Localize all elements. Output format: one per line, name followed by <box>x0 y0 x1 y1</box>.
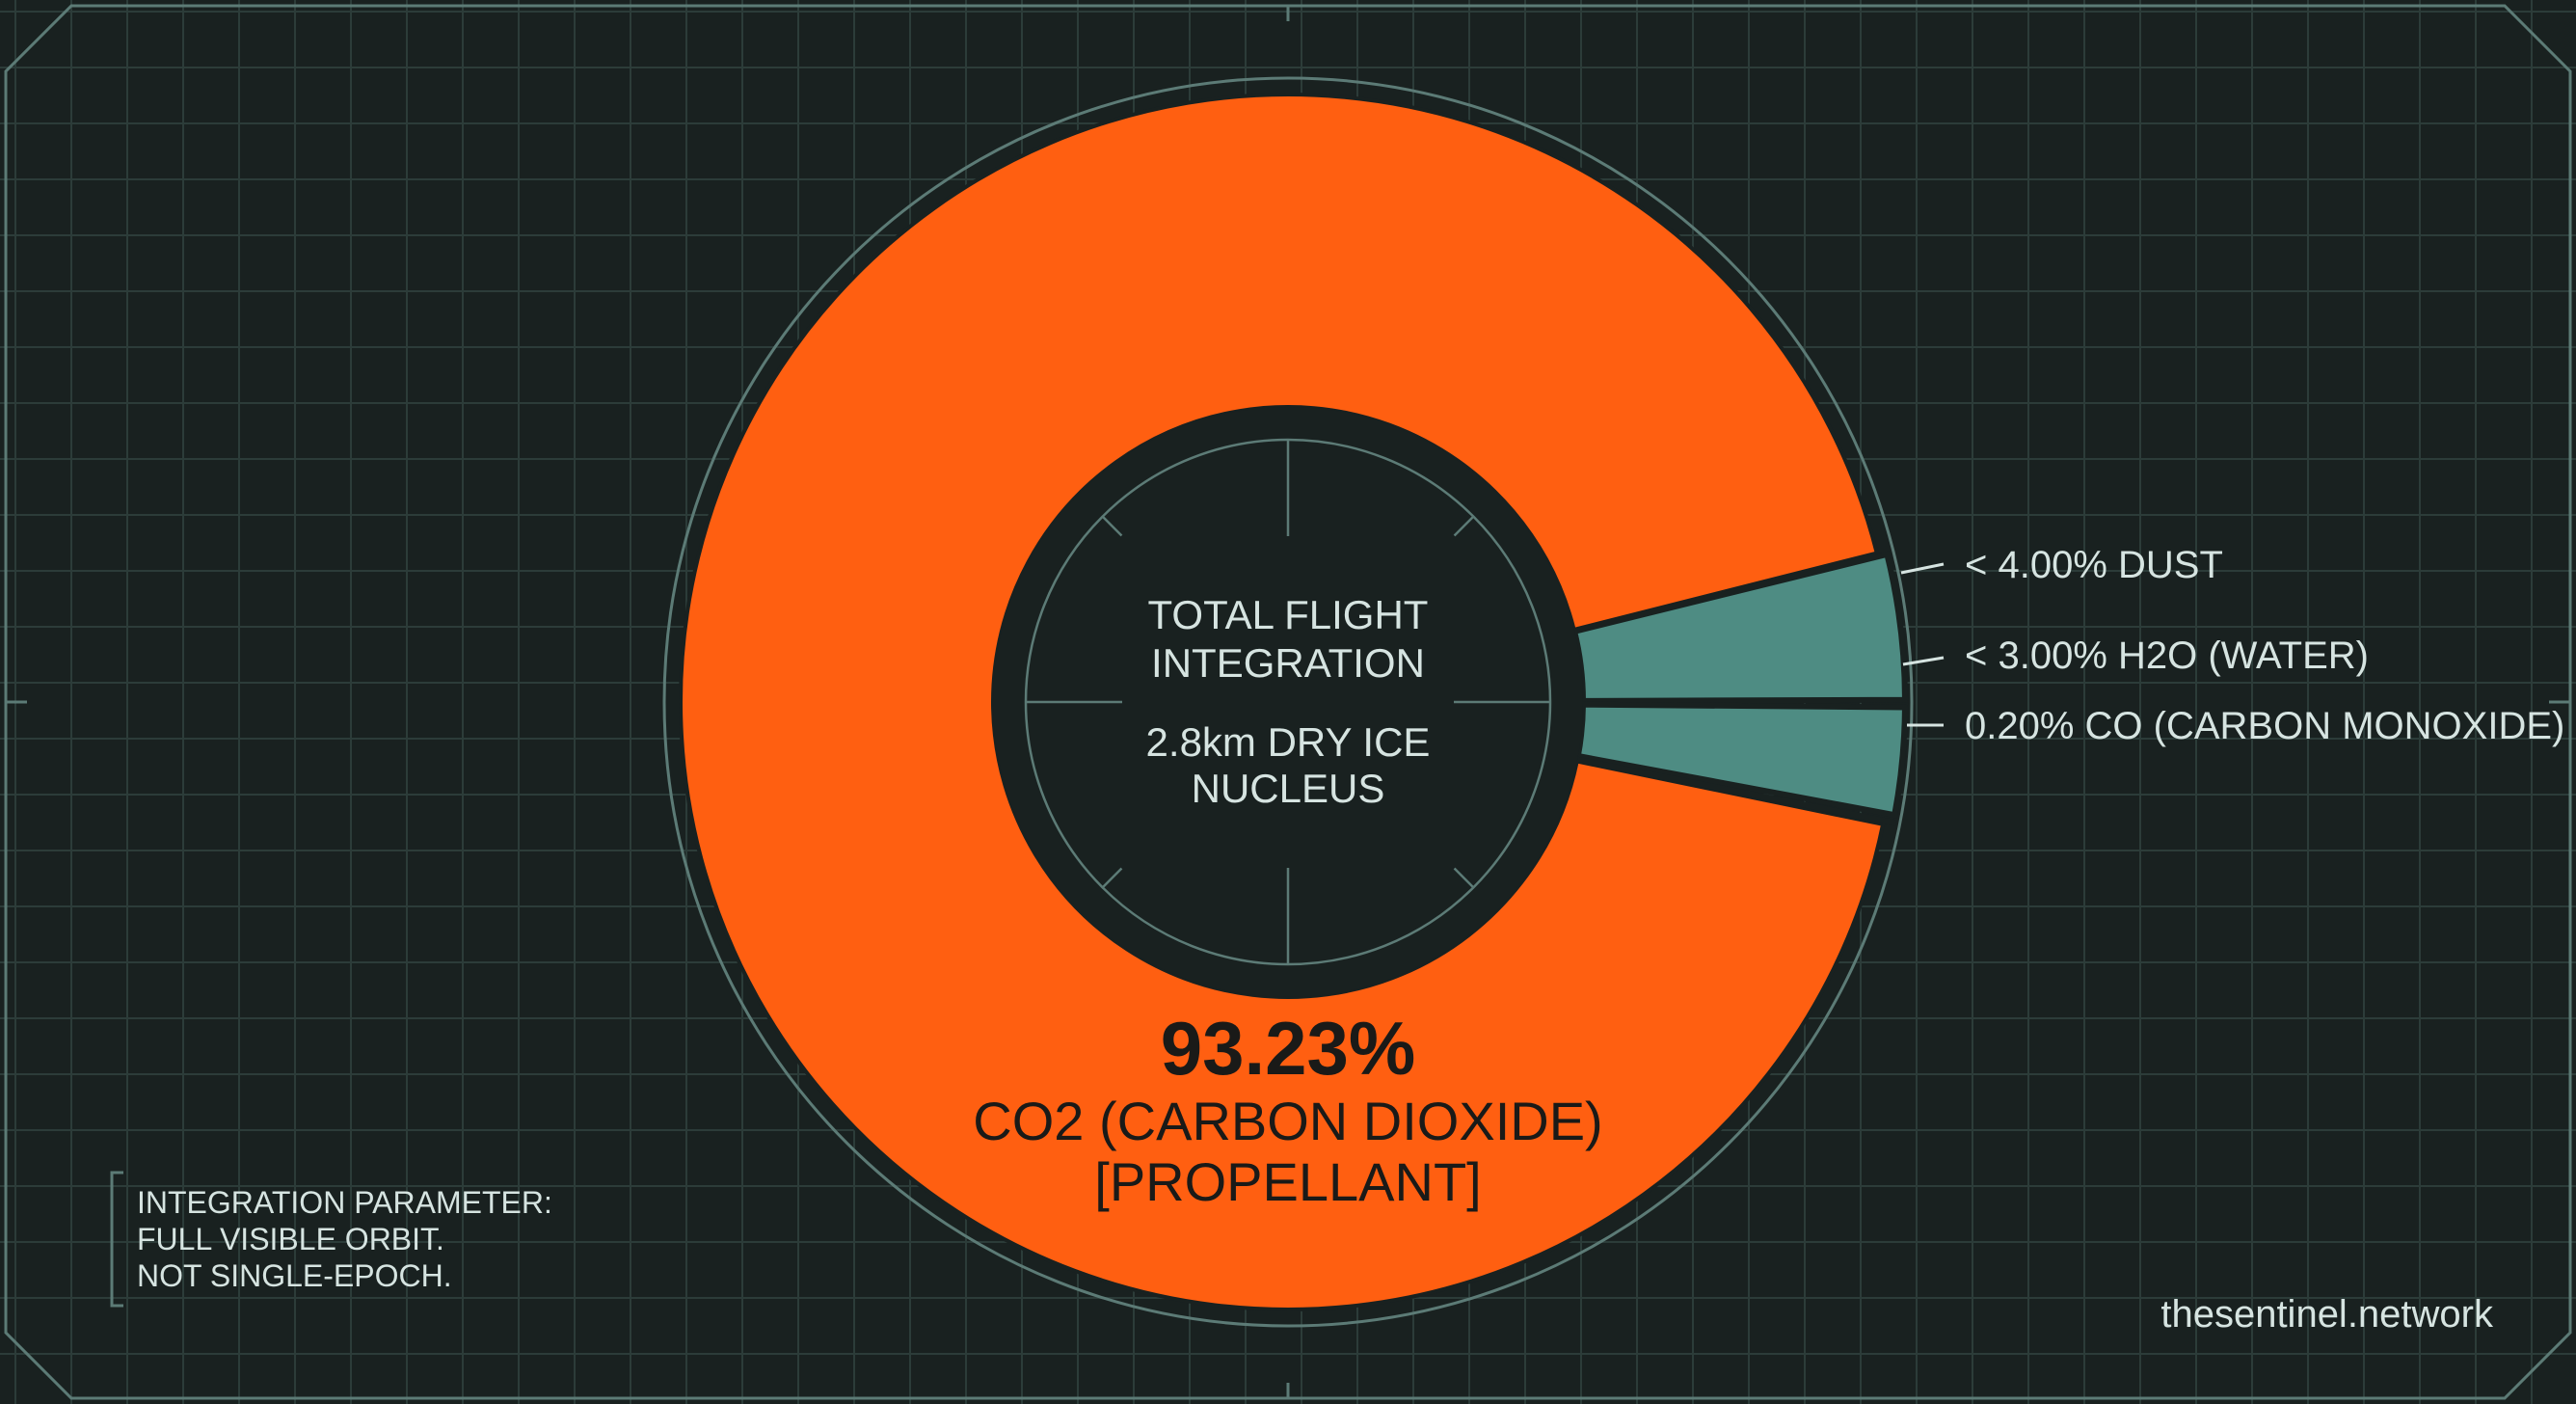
integration-note: INTEGRATION PARAMETER: FULL VISIBLE ORBI… <box>110 1171 552 1308</box>
nucleus-dial <box>993 407 1583 997</box>
outer-ring <box>662 76 1914 1328</box>
dial-tick-minor <box>1101 867 1123 889</box>
dust-leader-line <box>1900 562 1945 575</box>
co2-value-label: 93.23% <box>1161 1006 1416 1091</box>
water-leader-line <box>1902 656 1945 666</box>
co2-slice-label: 93.23% CO2 (CARBON DIOXIDE) [PROPELLANT] <box>973 1006 1602 1212</box>
note-line3: NOT SINGLE-EPOCH. <box>137 1258 452 1293</box>
site-url: thesentinel.network <box>2160 1293 2494 1336</box>
note-line2: FULL VISIBLE ORBIT. <box>137 1222 444 1256</box>
co2-name-label: CO2 (CARBON DIOXIDE) <box>973 1091 1602 1151</box>
dial-tick-minor <box>1101 515 1123 537</box>
minor-slice-callouts: < 4.00% DUST < 3.00% H2O (WATER) 0.20% C… <box>1900 544 2564 747</box>
note-line1: INTEGRATION PARAMETER: <box>137 1185 552 1220</box>
donut-slices <box>662 76 1914 1328</box>
dust-label: < 4.00% DUST <box>1965 544 2223 586</box>
nucleus-disc <box>993 407 1583 997</box>
center-label-line3: 2.8km DRY ICE <box>1146 719 1431 765</box>
center-label-line1: TOTAL FLIGHT <box>1148 592 1429 637</box>
note-bracket <box>110 1171 123 1308</box>
center-label-line4: NUCLEUS <box>1192 766 1385 811</box>
center-label: TOTAL FLIGHT INTEGRATION 2.8km DRY ICE N… <box>1146 592 1431 811</box>
dial-tick-minor <box>1453 867 1475 889</box>
center-label-line2: INTEGRATION <box>1151 640 1425 686</box>
dial-tick-minor <box>1453 515 1475 537</box>
co-label: 0.20% CO (CARBON MONOXIDE) <box>1965 705 2564 747</box>
hud-frame <box>4 4 2572 1400</box>
water-label: < 3.00% H2O (WATER) <box>1965 634 2369 677</box>
co2-tag-label: [PROPELLANT] <box>1094 1151 1481 1212</box>
frame-border <box>4 4 2572 1400</box>
